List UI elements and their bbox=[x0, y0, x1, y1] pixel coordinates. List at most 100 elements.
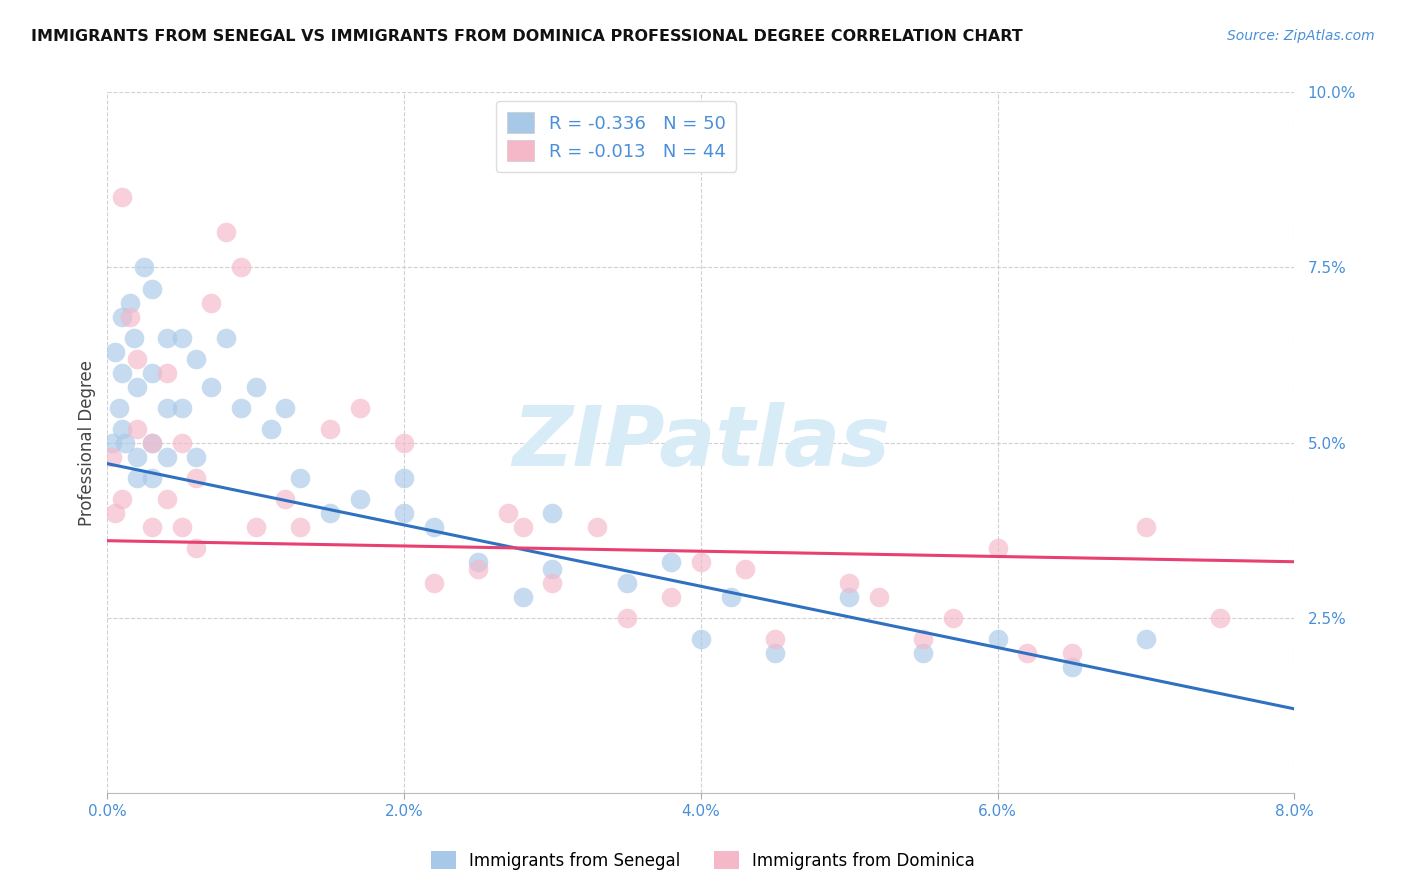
Point bbox=[125, 470, 148, 484]
Point bbox=[838, 575, 860, 590]
Y-axis label: Professional Degree: Professional Degree bbox=[79, 359, 96, 525]
Point bbox=[392, 470, 415, 484]
Text: Source: ZipAtlas.com: Source: ZipAtlas.com bbox=[1227, 29, 1375, 43]
Point bbox=[108, 401, 131, 415]
Point bbox=[101, 435, 124, 450]
Point bbox=[141, 435, 163, 450]
Point bbox=[104, 344, 127, 359]
Point bbox=[156, 330, 179, 344]
Point bbox=[125, 422, 148, 436]
Point bbox=[111, 366, 134, 380]
Point bbox=[141, 519, 163, 533]
Point bbox=[1209, 611, 1232, 625]
Point bbox=[734, 562, 756, 576]
Point bbox=[586, 519, 609, 533]
Point bbox=[290, 470, 312, 484]
Point bbox=[141, 470, 163, 484]
Point bbox=[170, 401, 193, 415]
Legend: R = -0.336   N = 50, R = -0.013   N = 44: R = -0.336 N = 50, R = -0.013 N = 44 bbox=[496, 102, 737, 172]
Point bbox=[868, 590, 890, 604]
Point bbox=[616, 575, 638, 590]
Point bbox=[170, 519, 193, 533]
Point bbox=[186, 450, 208, 464]
Point bbox=[467, 555, 489, 569]
Point bbox=[141, 435, 163, 450]
Point bbox=[512, 590, 534, 604]
Point bbox=[349, 401, 371, 415]
Point bbox=[423, 575, 446, 590]
Point bbox=[349, 491, 371, 506]
Point bbox=[156, 401, 179, 415]
Point bbox=[541, 562, 564, 576]
Point bbox=[274, 401, 297, 415]
Point bbox=[1135, 519, 1157, 533]
Point bbox=[392, 506, 415, 520]
Point bbox=[245, 519, 267, 533]
Point bbox=[125, 351, 148, 366]
Point bbox=[986, 632, 1008, 646]
Point bbox=[467, 562, 489, 576]
Point bbox=[122, 330, 145, 344]
Point bbox=[229, 260, 252, 275]
Point bbox=[541, 506, 564, 520]
Point bbox=[319, 422, 342, 436]
Point bbox=[986, 541, 1008, 555]
Point bbox=[1135, 632, 1157, 646]
Point bbox=[118, 310, 141, 324]
Text: IMMIGRANTS FROM SENEGAL VS IMMIGRANTS FROM DOMINICA PROFESSIONAL DEGREE CORRELAT: IMMIGRANTS FROM SENEGAL VS IMMIGRANTS FR… bbox=[31, 29, 1022, 44]
Point bbox=[134, 260, 156, 275]
Point bbox=[229, 401, 252, 415]
Point bbox=[392, 435, 415, 450]
Point bbox=[290, 519, 312, 533]
Point bbox=[763, 632, 786, 646]
Point bbox=[942, 611, 965, 625]
Point bbox=[118, 295, 141, 310]
Point bbox=[186, 541, 208, 555]
Point bbox=[659, 590, 682, 604]
Point bbox=[1017, 646, 1039, 660]
Point bbox=[125, 379, 148, 393]
Point bbox=[838, 590, 860, 604]
Point bbox=[259, 422, 281, 436]
Point bbox=[1060, 660, 1083, 674]
Point bbox=[720, 590, 742, 604]
Point bbox=[763, 646, 786, 660]
Point bbox=[215, 330, 238, 344]
Point bbox=[319, 506, 342, 520]
Point bbox=[215, 226, 238, 240]
Point bbox=[200, 295, 222, 310]
Point bbox=[141, 281, 163, 295]
Point bbox=[423, 519, 446, 533]
Point bbox=[1060, 646, 1083, 660]
Point bbox=[912, 632, 935, 646]
Text: ZIPatlas: ZIPatlas bbox=[512, 402, 890, 483]
Point bbox=[200, 379, 222, 393]
Point bbox=[156, 491, 179, 506]
Point bbox=[541, 575, 564, 590]
Point bbox=[125, 450, 148, 464]
Point bbox=[114, 435, 136, 450]
Point bbox=[912, 646, 935, 660]
Point bbox=[659, 555, 682, 569]
Point bbox=[170, 435, 193, 450]
Point bbox=[274, 491, 297, 506]
Point bbox=[111, 422, 134, 436]
Point bbox=[111, 190, 134, 204]
Point bbox=[689, 632, 711, 646]
Point bbox=[245, 379, 267, 393]
Point bbox=[186, 470, 208, 484]
Point bbox=[111, 491, 134, 506]
Point bbox=[156, 366, 179, 380]
Point bbox=[616, 611, 638, 625]
Point bbox=[186, 351, 208, 366]
Point bbox=[111, 310, 134, 324]
Legend: Immigrants from Senegal, Immigrants from Dominica: Immigrants from Senegal, Immigrants from… bbox=[425, 845, 981, 877]
Point bbox=[141, 366, 163, 380]
Point bbox=[104, 506, 127, 520]
Point bbox=[689, 555, 711, 569]
Point bbox=[156, 450, 179, 464]
Point bbox=[496, 506, 519, 520]
Point bbox=[512, 519, 534, 533]
Point bbox=[101, 450, 124, 464]
Point bbox=[170, 330, 193, 344]
